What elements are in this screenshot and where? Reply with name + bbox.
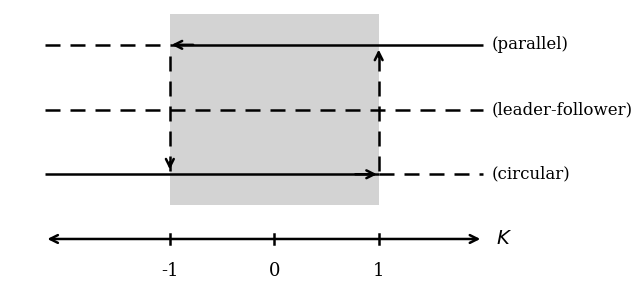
Text: $K$: $K$ <box>496 230 512 248</box>
Text: 1: 1 <box>373 262 384 280</box>
Text: (leader-follower): (leader-follower) <box>491 101 632 118</box>
Text: (circular): (circular) <box>491 166 570 183</box>
Text: (parallel): (parallel) <box>491 36 569 53</box>
Bar <box>170 14 379 205</box>
Text: -1: -1 <box>161 262 178 280</box>
Text: 0: 0 <box>269 262 280 280</box>
